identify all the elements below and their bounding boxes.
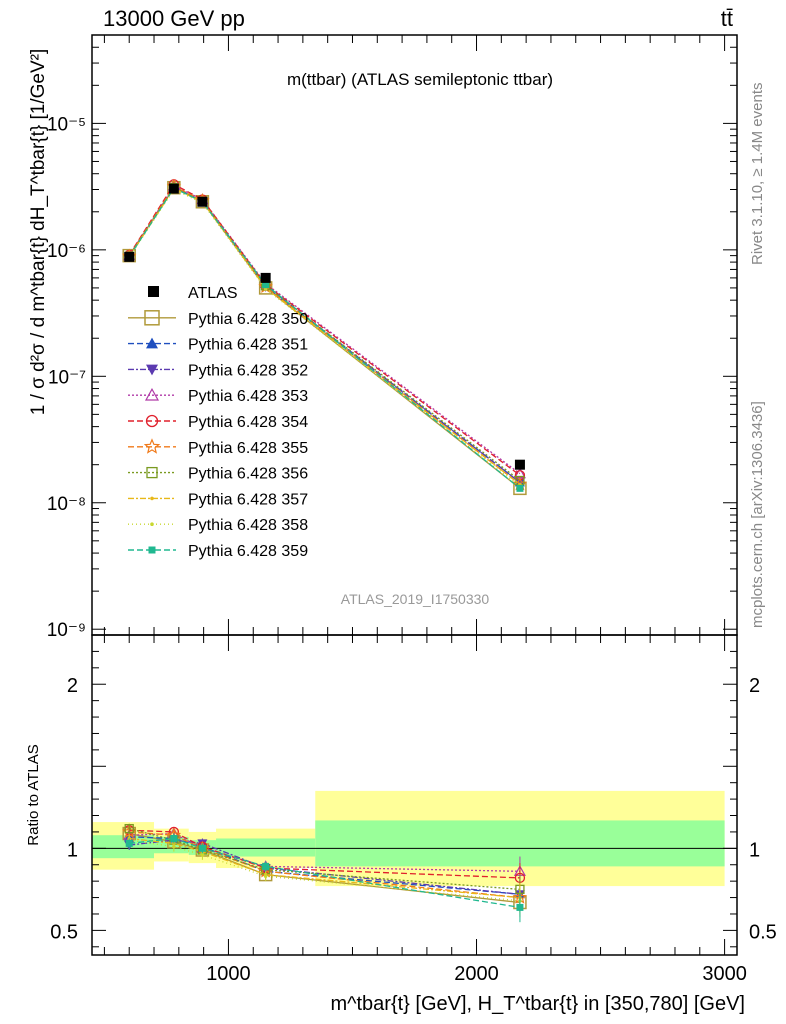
side-label-top: Rivet 3.1.10, ≥ 1.4M events	[749, 83, 766, 266]
series-354	[124, 179, 526, 481]
ratio-y-axis: 0.5 0.5 1 1 2 2	[50, 650, 777, 948]
atlas-data-points	[124, 183, 525, 470]
legend-label: Pythia 6.428 359	[188, 543, 308, 560]
marker	[516, 484, 524, 492]
marker	[516, 903, 524, 911]
ratio-y-tick-label-right: 1	[749, 839, 760, 861]
marker	[198, 844, 206, 852]
main-series-group	[122, 178, 528, 496]
plot-title: m(ttbar) (ATLAS semileptonic ttbar)	[287, 70, 553, 89]
marker	[262, 862, 270, 870]
y-tick-label: 10⁻⁵	[47, 114, 86, 135]
marker	[262, 281, 270, 289]
y-tick-label: 10⁻⁷	[48, 367, 86, 388]
marker	[144, 387, 160, 401]
legend-label: Pythia 6.428 354	[188, 414, 308, 431]
main-y-axis: 10⁻⁹ 10⁻⁸ 10⁻⁷ 10⁻⁶ 10⁻⁵	[47, 34, 737, 641]
legend-label: Pythia 6.428 350	[188, 311, 308, 328]
header-right: tt̄	[721, 6, 733, 31]
x-tick-label: 1000	[206, 963, 251, 985]
legend-label: Pythia 6.428 352	[188, 362, 308, 379]
marker	[146, 337, 158, 349]
ratio-y-tick-label: 1	[67, 839, 78, 861]
marker	[150, 496, 154, 501]
marker	[148, 546, 156, 554]
marker	[172, 844, 176, 849]
ratio-y-tick-label: 2	[67, 675, 78, 697]
marker	[125, 839, 133, 847]
atlas-point	[168, 183, 179, 194]
analysis-id: ATLAS_2019_I1750330	[341, 591, 490, 607]
ratio-plot-frame	[91, 634, 738, 956]
atlas-point	[197, 196, 208, 207]
legend-label: Pythia 6.428 358	[188, 517, 308, 534]
y-tick-label: 10⁻⁶	[47, 241, 86, 262]
marker	[170, 834, 178, 842]
atlas-point	[260, 272, 271, 283]
marker	[144, 310, 160, 326]
x-tick-label: 3000	[702, 963, 747, 985]
legend-label: Pythia 6.428 351	[188, 337, 308, 354]
header-left: 13000 GeV pp	[103, 6, 245, 31]
ratio-y-tick-label: 0.5	[50, 921, 78, 943]
series-line	[128, 183, 521, 476]
legend-atlas-label: ATLAS	[188, 285, 238, 302]
atlas-point	[124, 251, 135, 262]
y-tick-label: 10⁻⁸	[47, 494, 86, 515]
marker	[146, 466, 158, 479]
band-inner	[92, 835, 155, 859]
marker	[145, 414, 159, 428]
marker	[146, 364, 158, 376]
marker	[143, 438, 161, 454]
series-line	[128, 185, 521, 475]
legend-atlas-marker	[148, 286, 159, 297]
legend-label: Pythia 6.428 355	[188, 440, 308, 457]
series-353	[123, 179, 526, 479]
marker	[124, 823, 134, 834]
legend-label: Pythia 6.428 356	[188, 466, 308, 483]
x-axis: 1000 2000 3000	[103, 35, 747, 985]
atlas-point	[514, 459, 525, 470]
side-label-bottom: mcplots.cern.ch [arXiv:1306.3436]	[749, 401, 766, 628]
x-tick-label: 2000	[454, 963, 499, 985]
ratio-y-tick-label-right: 0.5	[749, 921, 777, 943]
legend-label: Pythia 6.428 357	[188, 491, 308, 508]
series-350	[122, 180, 527, 496]
y-tick-label: 10⁻⁹	[47, 620, 86, 641]
legend: ATLAS Pythia 6.428 350 Pythia 6.428 351 Pyt…	[128, 285, 308, 560]
x-axis-label: m^tbar{t} [GeV], H_T^tbar{t} in [350,780…	[330, 993, 745, 1015]
ratio-series-359	[125, 833, 524, 923]
marker	[263, 874, 268, 879]
marker	[200, 853, 205, 857]
marker	[150, 522, 154, 526]
band-inner	[216, 838, 316, 857]
ratio-y-tick-label-right: 2	[749, 675, 760, 697]
ratio-series-group	[122, 823, 528, 923]
series-359	[125, 184, 524, 492]
y-axis-label: 1 / σ d²σ / d m^tbar{t} dH_T^tbar{t} [1/…	[28, 49, 49, 416]
legend-label: Pythia 6.428 353	[188, 388, 308, 405]
ratio-y-axis-label: Ratio to ATLAS	[25, 744, 42, 845]
